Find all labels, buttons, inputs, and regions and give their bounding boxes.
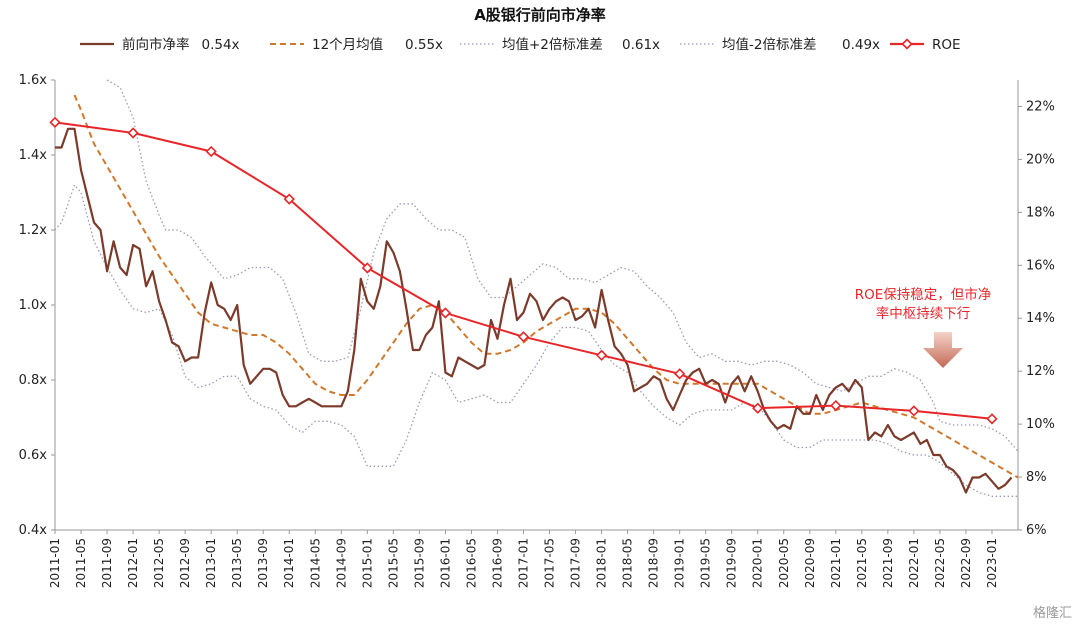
legend-label: ROE bbox=[932, 37, 961, 53]
y-right-tick-label: 8% bbox=[1026, 470, 1047, 485]
annotation-line-1: ROE保持稳定，但市净 bbox=[855, 286, 992, 303]
y-right-tick-label: 10% bbox=[1026, 417, 1055, 432]
annotation-line-2: 率中枢持续下行 bbox=[876, 305, 971, 322]
roe-marker bbox=[674, 368, 686, 380]
x-tick-label: 2021-05 bbox=[855, 538, 869, 588]
x-tick-label: 2015-05 bbox=[386, 538, 400, 588]
x-tick-label: 2012-09 bbox=[178, 538, 192, 588]
legend-label: 均值+2倍标准差 bbox=[502, 37, 603, 53]
roe-marker bbox=[752, 402, 764, 414]
x-tick-label: 2015-09 bbox=[412, 538, 426, 588]
legend-value: 0.54x bbox=[202, 37, 240, 53]
x-tick-label: 2013-09 bbox=[256, 538, 270, 588]
y-right-tick-label: 6% bbox=[1026, 523, 1047, 538]
x-tick-label: 2017-05 bbox=[543, 538, 557, 588]
x-tick-label: 2018-09 bbox=[647, 538, 661, 588]
roe-marker bbox=[205, 145, 217, 158]
roe-marker bbox=[49, 116, 61, 128]
series-line-12个月均值 bbox=[73, 94, 1019, 479]
series-line-roe bbox=[54, 121, 993, 420]
y-left-tick-label: 1.0x bbox=[19, 298, 48, 313]
chart-title: A股银行前向市净率 bbox=[474, 6, 606, 24]
roe-marker bbox=[361, 262, 373, 274]
x-tick-label: 2018-01 bbox=[595, 538, 609, 588]
legend-value: 0.55x bbox=[405, 37, 443, 53]
x-tick-label: 2011-01 bbox=[48, 538, 62, 588]
x-tick-label: 2014-05 bbox=[308, 538, 322, 588]
legend-label: 均值-2倍标准差 bbox=[722, 37, 816, 53]
legend-label: 12个月均值 bbox=[312, 37, 383, 53]
x-tick-label: 2019-05 bbox=[699, 538, 713, 588]
x-tick-label: 2012-05 bbox=[152, 538, 166, 588]
roe-marker bbox=[908, 405, 920, 417]
legend-value: 0.61x bbox=[622, 37, 660, 53]
x-tick-label: 2021-09 bbox=[881, 538, 895, 588]
x-tick-label: 2016-01 bbox=[438, 538, 452, 588]
y-left-tick-label: 0.6x bbox=[19, 448, 48, 463]
legend-value: 0.49x bbox=[842, 37, 880, 53]
axes: 0.4x 0.6x 0.8x 1.0x 1.2x 1.4x 1.6x 6% 8% 10% 12% 14… bbox=[19, 73, 1055, 588]
series-layer bbox=[49, 79, 1019, 497]
x-tick-label: 2022-09 bbox=[959, 538, 973, 588]
x-tick-label: 2020-01 bbox=[751, 538, 765, 588]
x-tick-label: 2012-01 bbox=[126, 538, 140, 588]
x-tick-label: 2023-01 bbox=[985, 538, 999, 588]
series-line-前向市净率 bbox=[55, 127, 1013, 494]
x-tick-label: 2020-05 bbox=[777, 538, 791, 588]
roe-marker bbox=[986, 413, 998, 425]
y-left-tick-label: 1.4x bbox=[19, 148, 48, 163]
y-left-tick-label: 1.2x bbox=[19, 223, 48, 238]
y-right-tick-label: 18% bbox=[1026, 205, 1055, 220]
y-left-tick-label: 0.4x bbox=[19, 523, 48, 538]
y-left-tick-label: 1.6x bbox=[19, 73, 48, 88]
y-right-tick-label: 14% bbox=[1026, 311, 1055, 326]
annotation: ROE保持稳定，但市净 率中枢持续下行 bbox=[855, 286, 992, 368]
x-tick-label: 2011-05 bbox=[74, 538, 88, 588]
x-tick-label: 2022-05 bbox=[933, 538, 947, 588]
x-tick-label: 2019-01 bbox=[673, 538, 687, 588]
down-arrow-icon bbox=[923, 332, 963, 368]
x-tick-label: 2017-09 bbox=[569, 538, 583, 588]
x-tick-label: 2016-05 bbox=[464, 538, 478, 588]
legend-label: 前向市净率 bbox=[122, 36, 190, 53]
x-tick-label: 2014-01 bbox=[282, 538, 296, 588]
y-left-tick-label: 0.8x bbox=[19, 373, 48, 388]
y-right-tick-label: 16% bbox=[1026, 258, 1055, 273]
y-right-tick-label: 22% bbox=[1026, 99, 1055, 114]
legend: 前向市净率 0.54x 12个月均值 0.55x 均值+2倍标准差 0.61x 均值-2倍标… bbox=[80, 36, 961, 53]
watermark: 格隆汇 bbox=[1032, 606, 1072, 621]
x-tick-label: 2020-09 bbox=[803, 538, 817, 588]
x-tick-label: 2015-01 bbox=[360, 538, 374, 588]
y-right-tick-label: 20% bbox=[1026, 152, 1055, 167]
x-tick-label: 2014-09 bbox=[334, 538, 348, 588]
roe-marker bbox=[830, 399, 842, 412]
x-tick-label: 2013-05 bbox=[230, 538, 244, 588]
x-tick-label: 2021-01 bbox=[829, 538, 843, 588]
x-tick-label: 2017-01 bbox=[516, 538, 530, 588]
x-tick-label: 2016-09 bbox=[490, 538, 504, 588]
x-tick-label: 2019-09 bbox=[725, 538, 739, 588]
roe-marker bbox=[517, 331, 530, 343]
series-line-均值+2倍标准差 bbox=[106, 79, 1019, 452]
roe-marker bbox=[283, 193, 295, 205]
x-tick-label: 2013-01 bbox=[204, 538, 218, 588]
x-tick-label: 2018-05 bbox=[621, 538, 635, 588]
y-right-tick-label: 12% bbox=[1026, 364, 1055, 379]
roe-marker bbox=[439, 307, 452, 319]
roe-marker bbox=[127, 127, 139, 139]
roe-marker bbox=[595, 349, 608, 361]
x-tick-label: 2011-09 bbox=[100, 538, 114, 588]
x-tick-label: 2022-01 bbox=[907, 538, 921, 588]
legend-diamond-icon bbox=[901, 38, 913, 50]
